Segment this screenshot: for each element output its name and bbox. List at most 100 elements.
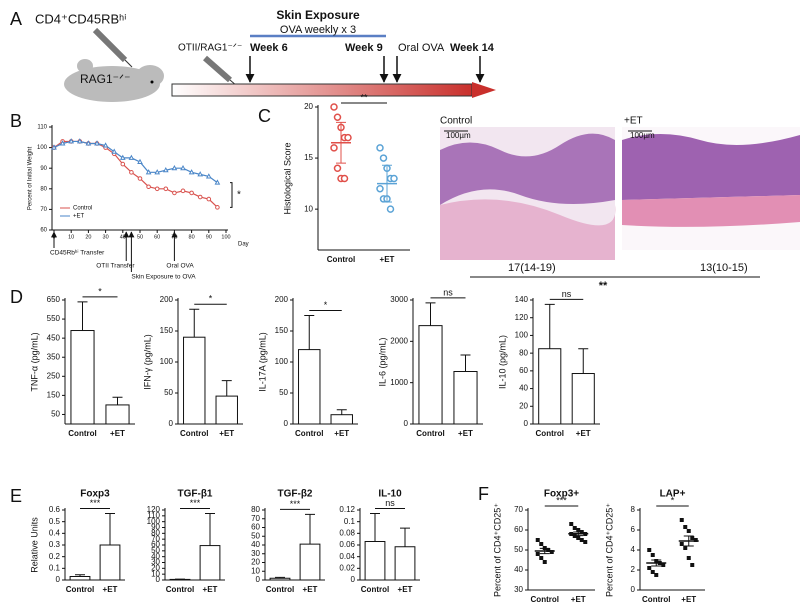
x-tick-label: +ET bbox=[334, 429, 349, 438]
y-tick-label: 250 bbox=[47, 371, 61, 380]
x-tick-label: Control bbox=[180, 429, 208, 438]
panel-label: F bbox=[478, 484, 489, 504]
x-tick-label: 20 bbox=[85, 234, 91, 240]
y-tick-label: 70 bbox=[151, 534, 160, 543]
y-tick-label: 0.08 bbox=[339, 528, 355, 537]
error-bar bbox=[112, 396, 123, 405]
y-tick-label: 20 bbox=[519, 401, 528, 410]
scale-label: 100µm bbox=[446, 131, 471, 140]
x-tick-label: +ET bbox=[398, 585, 413, 594]
panel-label: A bbox=[10, 9, 22, 29]
y-tick-label: 0.04 bbox=[339, 552, 355, 561]
x-tick-label: Control bbox=[66, 585, 94, 594]
point bbox=[333, 164, 342, 173]
y-tick-label: 0.6 bbox=[49, 505, 61, 514]
point bbox=[535, 552, 540, 556]
x-tick-label: Control bbox=[166, 585, 194, 594]
y-tick-label: 0.06 bbox=[339, 540, 355, 549]
y-tick-label: 2000 bbox=[390, 336, 408, 345]
y-tick-label: 150 bbox=[275, 326, 289, 335]
error-bar bbox=[382, 164, 392, 203]
y-tick-label: 80 bbox=[151, 528, 160, 537]
y-tick-label: 30 bbox=[514, 585, 523, 594]
y-tick-label: 40 bbox=[514, 565, 523, 574]
point bbox=[376, 144, 384, 152]
week-label: Week 6 bbox=[250, 42, 288, 54]
y-tick-label: 450 bbox=[47, 333, 61, 342]
y-tick-label: 6 bbox=[631, 525, 636, 534]
x-tick-label: +ET bbox=[303, 585, 318, 594]
panel-label: B bbox=[10, 111, 22, 131]
point bbox=[539, 556, 544, 560]
error-bar bbox=[573, 531, 584, 537]
x-tick-label: 50 bbox=[137, 234, 143, 240]
panel-label: E bbox=[10, 486, 22, 506]
panel-label: C bbox=[258, 106, 271, 126]
y-axis-label: Relative Units bbox=[29, 517, 39, 573]
marker bbox=[214, 179, 221, 185]
bar bbox=[215, 395, 238, 425]
point bbox=[654, 573, 659, 577]
score-label: 13(10-15) bbox=[700, 262, 748, 274]
y-tick-label: 50 bbox=[251, 531, 260, 540]
y-tick-label: 50 bbox=[164, 388, 173, 397]
bar bbox=[394, 546, 416, 581]
x-tick-label: +ET bbox=[681, 595, 696, 604]
point bbox=[683, 525, 688, 529]
y-tick-label: 2 bbox=[631, 565, 636, 574]
y-axis-label: Percent of CD4⁺CD25⁺ bbox=[492, 503, 502, 597]
point bbox=[344, 133, 352, 142]
marker bbox=[119, 154, 126, 160]
point bbox=[376, 184, 384, 193]
marker bbox=[154, 169, 161, 175]
y-tick-label: 0.4 bbox=[49, 528, 61, 537]
y-tick-label: 0.1 bbox=[49, 563, 61, 572]
x-tick-label: +ET bbox=[576, 429, 591, 438]
donor-label: OTII/RAG1⁻ᐟ⁻ bbox=[178, 43, 242, 54]
x-tick-label: 30 bbox=[103, 234, 109, 240]
y-tick-label: 60 bbox=[251, 523, 260, 532]
y-tick-label: 0 bbox=[156, 575, 161, 584]
y-tick-label: 10 bbox=[304, 204, 313, 213]
y-axis-label: Histological Score bbox=[282, 142, 292, 214]
legend-label: Control bbox=[73, 206, 92, 212]
x-tick-label: 100 bbox=[221, 234, 230, 240]
legend-label: +ET bbox=[73, 214, 85, 220]
x-tick-label: +ET bbox=[380, 255, 395, 264]
bar bbox=[538, 348, 562, 425]
annotation: OTII Transfer bbox=[96, 263, 135, 270]
x-axis-label: Day bbox=[238, 242, 249, 248]
y-tick-label: 20 bbox=[151, 563, 160, 572]
y-tick-label: 0 bbox=[351, 575, 356, 584]
annotation: Oral OVA bbox=[166, 263, 194, 270]
y-tick-label: 0.2 bbox=[49, 552, 61, 561]
error-bar bbox=[77, 301, 88, 331]
x-tick-label: 40 bbox=[120, 234, 126, 240]
y-tick-label: 90 bbox=[151, 523, 160, 532]
y-tick-label: 80 bbox=[251, 505, 260, 514]
bar bbox=[453, 371, 478, 425]
x-tick-label: Control bbox=[327, 255, 355, 264]
point bbox=[386, 205, 395, 213]
y-tick-label: 90 bbox=[40, 166, 47, 172]
y-tick-label: 0 bbox=[284, 419, 289, 428]
marker bbox=[129, 170, 134, 175]
skin-exposure: Skin Exposure bbox=[276, 8, 360, 22]
point bbox=[579, 538, 584, 542]
x-tick-label: +ET bbox=[571, 595, 586, 604]
point bbox=[379, 154, 388, 162]
marker bbox=[154, 186, 160, 192]
x-tick-label: Control bbox=[361, 585, 389, 594]
y-tick-label: 70 bbox=[514, 505, 523, 514]
bar bbox=[299, 543, 321, 581]
x-tick-label: +ET bbox=[110, 429, 125, 438]
x-tick-label: 60 bbox=[154, 234, 160, 240]
error-bar bbox=[400, 527, 410, 547]
error-bar bbox=[105, 513, 115, 545]
x-tick-label: 10 bbox=[68, 234, 74, 240]
point bbox=[572, 526, 577, 530]
marker bbox=[102, 142, 109, 148]
x-tick-label: Control bbox=[68, 429, 96, 438]
y-tick-label: 120 bbox=[147, 505, 161, 514]
y-tick-label: 110 bbox=[147, 511, 160, 520]
